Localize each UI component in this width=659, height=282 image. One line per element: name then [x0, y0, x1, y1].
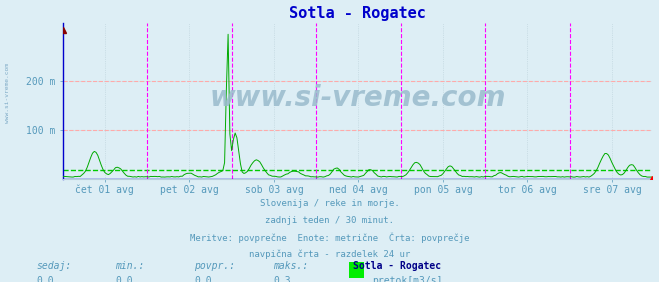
Text: navpična črta - razdelek 24 ur: navpična črta - razdelek 24 ur: [249, 250, 410, 259]
Text: pretok[m3/s]: pretok[m3/s]: [372, 276, 443, 282]
Text: 0,0: 0,0: [194, 276, 212, 282]
Text: www.si-vreme.com: www.si-vreme.com: [5, 63, 11, 123]
Title: Sotla - Rogatec: Sotla - Rogatec: [289, 6, 426, 21]
Text: Slovenija / reke in morje.: Slovenija / reke in morje.: [260, 199, 399, 208]
Text: sedaj:: sedaj:: [36, 261, 71, 271]
Text: min.:: min.:: [115, 261, 145, 271]
Text: 0,0: 0,0: [36, 276, 54, 282]
Text: Sotla - Rogatec: Sotla - Rogatec: [353, 261, 441, 271]
Text: Meritve: povprečne  Enote: metrične  Črta: povprečje: Meritve: povprečne Enote: metrične Črta:…: [190, 233, 469, 243]
Text: maks.:: maks.:: [273, 261, 308, 271]
Text: povpr.:: povpr.:: [194, 261, 235, 271]
Text: www.si-vreme.com: www.si-vreme.com: [210, 84, 505, 112]
Text: 0,3: 0,3: [273, 276, 291, 282]
Text: zadnji teden / 30 minut.: zadnji teden / 30 minut.: [265, 216, 394, 225]
Text: 0,0: 0,0: [115, 276, 133, 282]
